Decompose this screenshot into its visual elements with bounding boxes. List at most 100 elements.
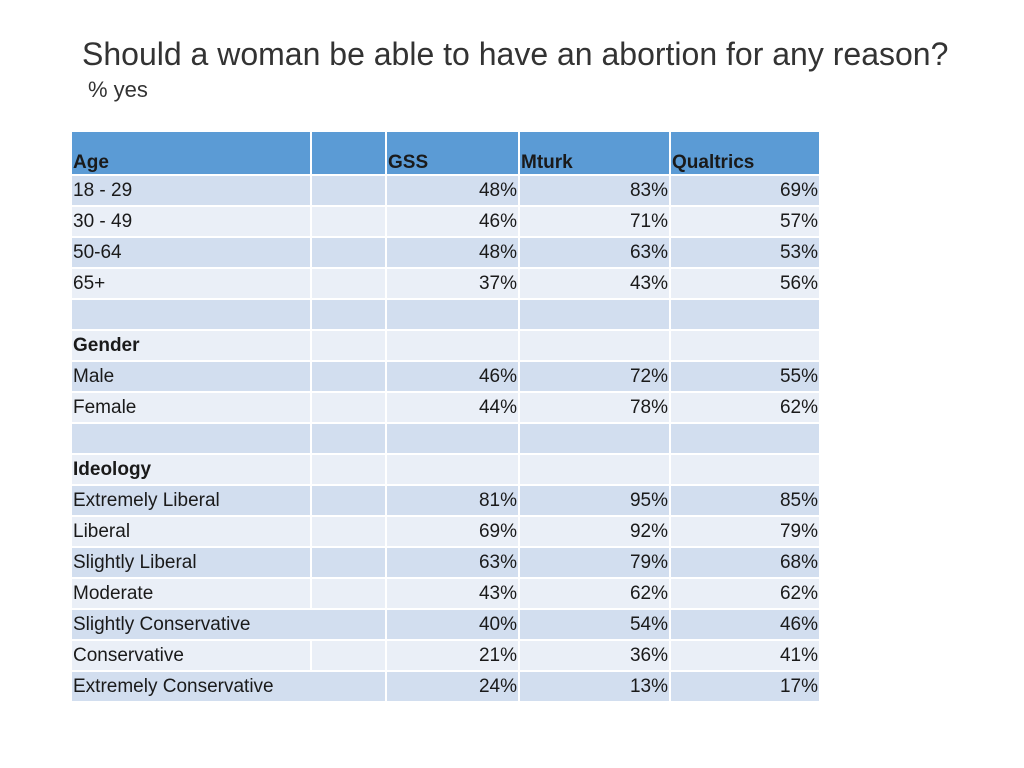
row-label: Conservative — [70, 639, 312, 672]
row-label: 30 - 49 — [70, 205, 312, 238]
gss-cell — [385, 453, 520, 486]
qualtrics-cell: 62% — [669, 391, 821, 424]
gss-cell: 48% — [385, 236, 520, 269]
gss-cell: 40% — [385, 608, 520, 641]
mturk-cell — [518, 422, 671, 455]
qualtrics-cell: 62% — [669, 577, 821, 610]
mturk-cell: 79% — [518, 546, 671, 579]
spacer-cell — [310, 298, 387, 331]
row-label: 50-64 — [70, 236, 312, 269]
qualtrics-cell: 85% — [669, 484, 821, 517]
spacer-cell — [310, 205, 387, 238]
qualtrics-cell — [669, 422, 821, 455]
mturk-cell: 92% — [518, 515, 671, 548]
row-label — [70, 298, 312, 331]
spacer-cell — [310, 577, 387, 610]
header-qualtrics: Qualtrics — [669, 130, 821, 176]
gss-cell: 46% — [385, 205, 520, 238]
results-table: Age GSS Mturk Qualtrics 18 - 29 48% 83% 69%… — [70, 130, 821, 703]
header-age: Age — [70, 130, 312, 176]
spacer-cell — [310, 515, 387, 548]
spacer-cell — [310, 267, 387, 300]
row-label: 18 - 29 — [70, 174, 312, 207]
table-row: Conservative 21% 36% 41% — [70, 639, 821, 672]
table-row: Ideology — [70, 453, 821, 486]
table-row: Gender — [70, 329, 821, 362]
row-label: Extremely Liberal — [70, 484, 312, 517]
mturk-cell: 63% — [518, 236, 671, 269]
spacer-cell — [310, 391, 387, 424]
mturk-cell: 95% — [518, 484, 671, 517]
qualtrics-cell: 53% — [669, 236, 821, 269]
row-label — [70, 422, 312, 455]
mturk-cell: 83% — [518, 174, 671, 207]
table-row: 18 - 29 48% 83% 69% — [70, 174, 821, 207]
mturk-cell: 78% — [518, 391, 671, 424]
title-subtitle: % yes — [88, 77, 148, 102]
qualtrics-cell: 46% — [669, 608, 821, 641]
spacer-cell — [310, 453, 387, 486]
gss-cell: 63% — [385, 546, 520, 579]
row-label: Slightly Liberal — [70, 546, 312, 579]
mturk-cell: 54% — [518, 608, 671, 641]
mturk-cell — [518, 453, 671, 486]
spacer-cell — [310, 329, 387, 362]
slide-title: Should a woman be able to have an aborti… — [82, 38, 962, 106]
table-row: Male 46% 72% 55% — [70, 360, 821, 393]
qualtrics-cell: 79% — [669, 515, 821, 548]
spacer-cell — [310, 422, 387, 455]
gss-cell: 43% — [385, 577, 520, 610]
row-label: Slightly Conservative — [70, 608, 387, 641]
table-row: Female 44% 78% 62% — [70, 391, 821, 424]
qualtrics-cell — [669, 329, 821, 362]
table-header-row: Age GSS Mturk Qualtrics — [70, 130, 821, 176]
spacer-cell — [310, 236, 387, 269]
row-label: Female — [70, 391, 312, 424]
gss-cell — [385, 422, 520, 455]
mturk-cell: 43% — [518, 267, 671, 300]
gss-cell: 37% — [385, 267, 520, 300]
table-row: Extremely Liberal 81% 95% 85% — [70, 484, 821, 517]
table-row: Moderate 43% 62% 62% — [70, 577, 821, 610]
gss-cell: 48% — [385, 174, 520, 207]
table-row: 50-64 48% 63% 53% — [70, 236, 821, 269]
spacer-cell — [310, 639, 387, 672]
gss-cell: 24% — [385, 670, 520, 703]
gss-cell: 69% — [385, 515, 520, 548]
qualtrics-cell: 55% — [669, 360, 821, 393]
gss-cell: 81% — [385, 484, 520, 517]
section-heading: Ideology — [70, 453, 312, 486]
spacer-cell — [310, 174, 387, 207]
gss-cell: 46% — [385, 360, 520, 393]
table-row: Extremely Conservative 24% 13% 17% — [70, 670, 821, 703]
row-label: Male — [70, 360, 312, 393]
row-label: Liberal — [70, 515, 312, 548]
gss-cell — [385, 329, 520, 362]
spacer-cell — [310, 484, 387, 517]
header-blank — [310, 130, 387, 176]
mturk-cell: 71% — [518, 205, 671, 238]
mturk-cell: 36% — [518, 639, 671, 672]
table-row: Liberal 69% 92% 79% — [70, 515, 821, 548]
spacer-cell — [310, 360, 387, 393]
row-label: Extremely Conservative — [70, 670, 387, 703]
header-mturk: Mturk — [518, 130, 671, 176]
qualtrics-cell: 17% — [669, 670, 821, 703]
section-heading: Gender — [70, 329, 312, 362]
mturk-cell: 62% — [518, 577, 671, 610]
header-gss: GSS — [385, 130, 520, 176]
mturk-cell: 72% — [518, 360, 671, 393]
gss-cell: 44% — [385, 391, 520, 424]
qualtrics-cell — [669, 453, 821, 486]
table-row: Slightly Liberal 63% 79% 68% — [70, 546, 821, 579]
gss-cell — [385, 298, 520, 331]
mturk-cell — [518, 329, 671, 362]
qualtrics-cell: 69% — [669, 174, 821, 207]
row-label: Moderate — [70, 577, 312, 610]
qualtrics-cell: 57% — [669, 205, 821, 238]
gss-cell: 21% — [385, 639, 520, 672]
table-row: 65+ 37% 43% 56% — [70, 267, 821, 300]
mturk-cell — [518, 298, 671, 331]
title-main: Should a woman be able to have an aborti… — [82, 36, 949, 72]
row-label: 65+ — [70, 267, 312, 300]
